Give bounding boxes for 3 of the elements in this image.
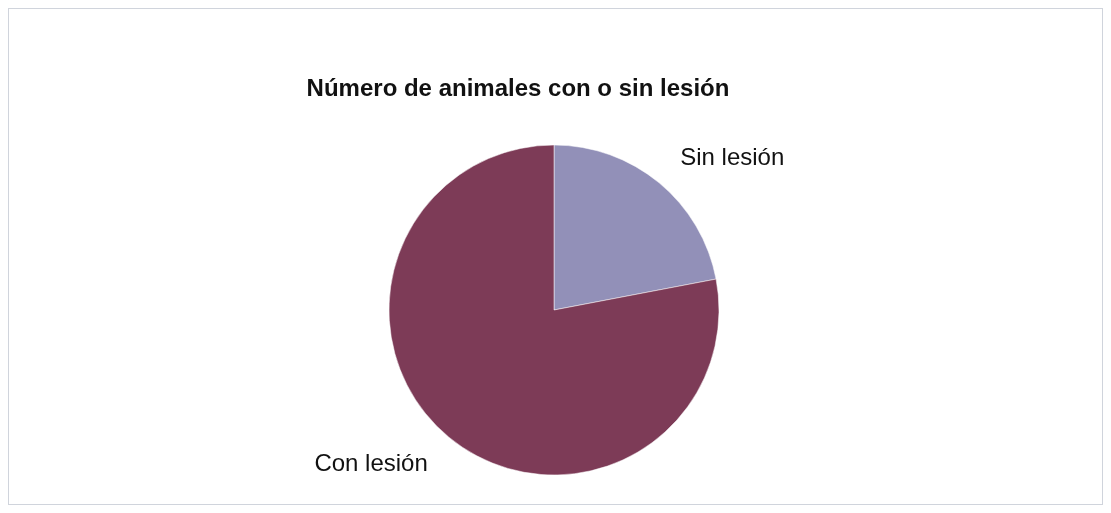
slice-label: Con lesión [314, 448, 428, 476]
slice-label: Sin lesión [680, 143, 785, 171]
chart-title: Número de animales con o sin lesión [306, 74, 730, 101]
